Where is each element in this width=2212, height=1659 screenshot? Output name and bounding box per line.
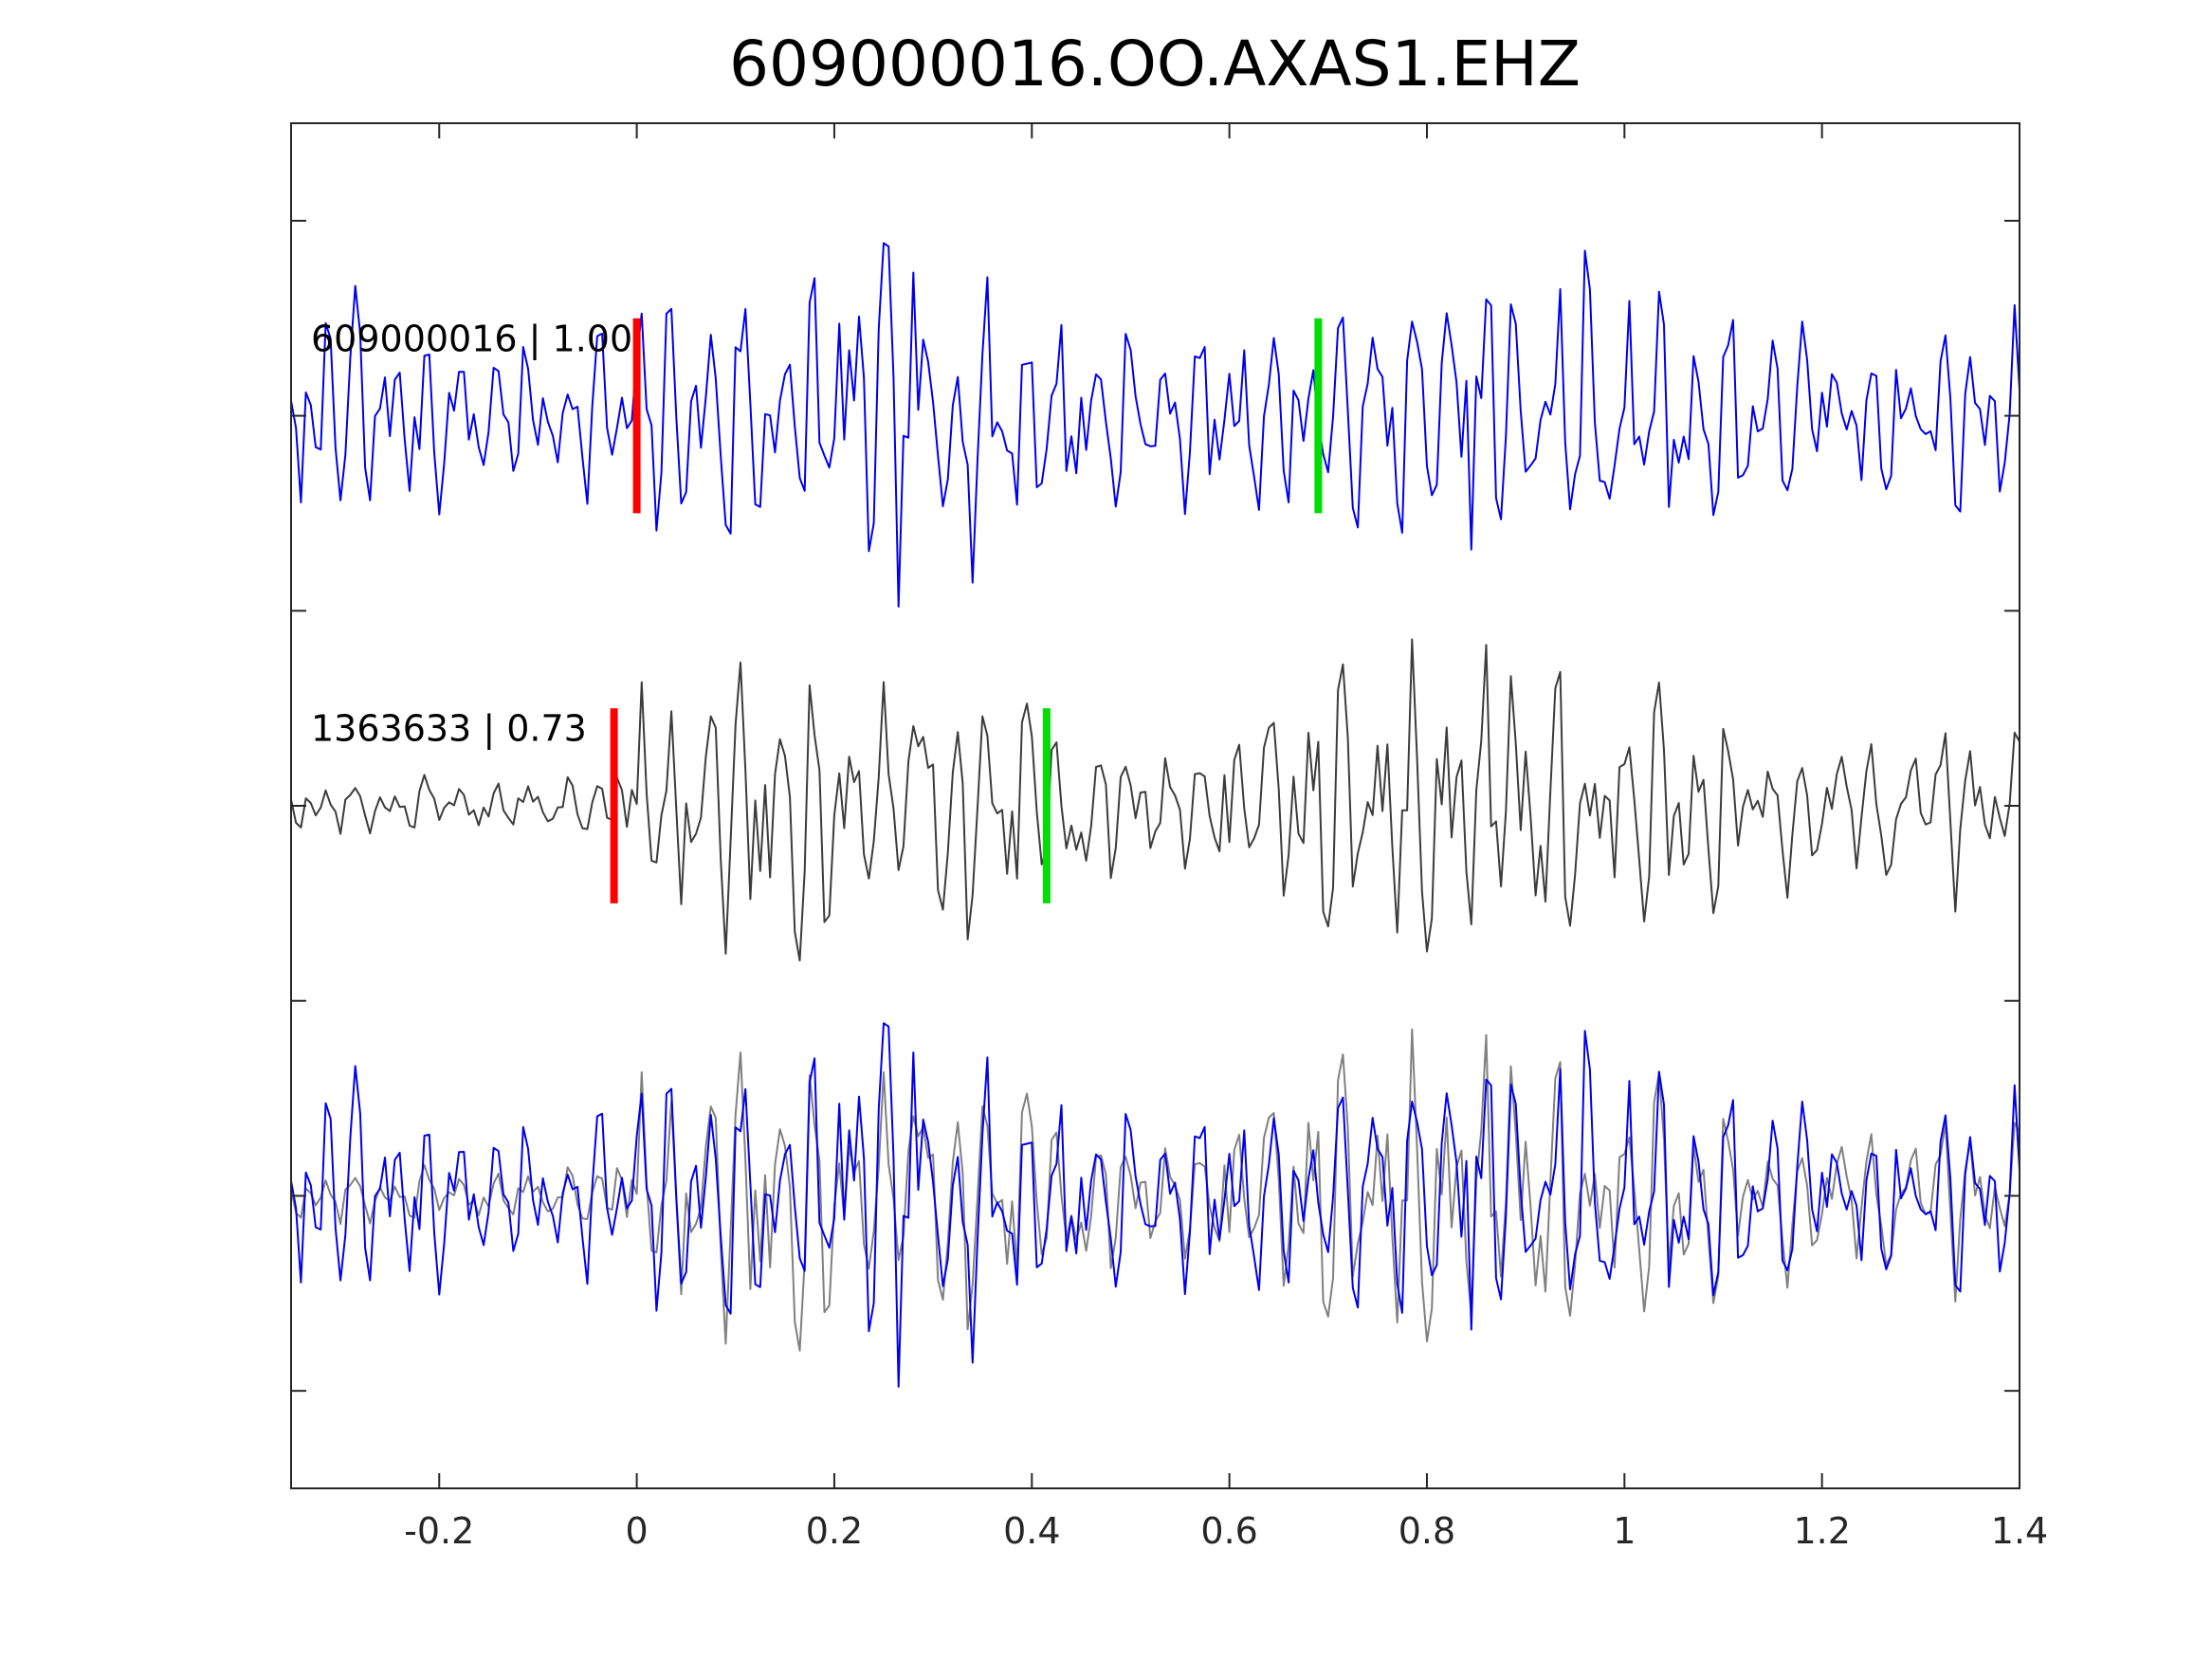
picks-layer	[610, 318, 1323, 903]
x-tick-label: 1.2	[1793, 1510, 1850, 1552]
x-tick-label: 0.2	[806, 1510, 863, 1552]
trace-label-2: 1363633 | 0.73	[311, 708, 587, 751]
chart-title: 609000016.OO.AXAS1.EHZ	[729, 27, 1581, 100]
x-tick-label: -0.2	[404, 1510, 474, 1552]
x-tick-label: 0.4	[1003, 1510, 1060, 1552]
trace-label-1: 609000016 | 1.00	[311, 318, 632, 360]
x-tick-label: 0.8	[1398, 1510, 1455, 1552]
trace-labels-layer: 609000016 | 1.00 1363633 | 0.73	[311, 318, 632, 750]
x-tick-label: 0	[626, 1510, 649, 1552]
x-tick-label: 1	[1613, 1510, 1636, 1552]
x-tick-label: 0.6	[1200, 1510, 1257, 1552]
overlay-template-waveform	[290, 1022, 2020, 1388]
template-waveform	[290, 242, 2020, 608]
x-tick-label: 1.4	[1991, 1510, 2048, 1552]
detection-waveform	[290, 638, 2020, 962]
axis-ticks: -0.2 0 0.2 0.4 0.6 0.8 1 1.2 1.4	[291, 123, 2048, 1552]
traces-layer	[290, 242, 2020, 1388]
